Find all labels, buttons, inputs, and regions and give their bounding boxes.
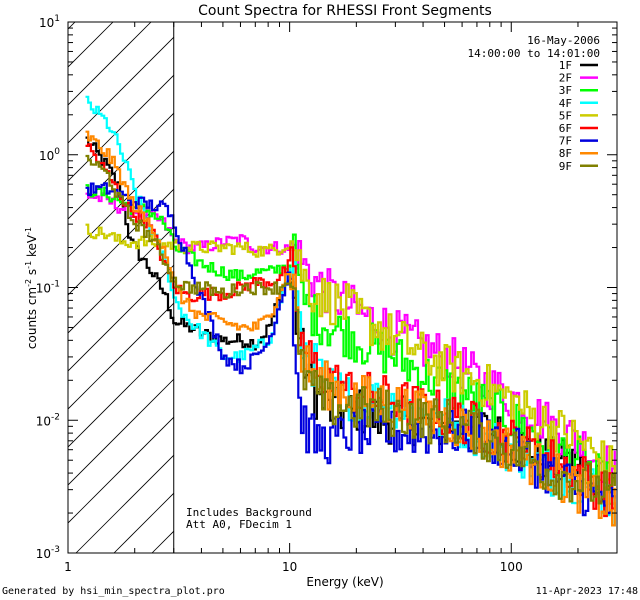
hatch-line [68, 378, 174, 486]
legend-label: 3F [559, 84, 572, 97]
hatch-line [68, 36, 174, 144]
y-tick-label: 100 [39, 147, 60, 163]
legend-label: 4F [559, 97, 572, 110]
hatched-region [68, 22, 174, 553]
legend-label: 7F [559, 135, 572, 148]
legend-label: 6F [559, 122, 572, 135]
legend-label: 8F [559, 147, 572, 160]
hatch-line [68, 188, 174, 296]
legend-label: 5F [559, 109, 572, 122]
x-tick-label: 100 [500, 560, 523, 574]
chart-title: Count Spectra for RHESSI Front Segments [198, 3, 492, 19]
x-axis-title: Energy (keV) [306, 575, 383, 589]
hatch-line [68, 22, 114, 68]
hatch-line [68, 340, 174, 448]
legend-label: 2F [559, 72, 572, 85]
y-tick-label: 10-2 [36, 412, 60, 428]
y-tick-label: 101 [39, 14, 60, 30]
time-range-label: 14:00:00 to 14:01:00 [468, 47, 600, 60]
hatch-line [68, 416, 174, 524]
hatch-line [68, 22, 76, 30]
hatch-line [68, 22, 152, 106]
x-tick-label: 10 [282, 560, 297, 574]
annotation-attenuator: Att A0, FDecim 1 [186, 518, 292, 531]
y-tick-labels: 10-3 10-2 10-1 100 101 [36, 14, 61, 561]
hatch-line [68, 226, 174, 334]
x-tick-labels: 1 10 100 [64, 560, 523, 574]
y-tick-label: 10-1 [36, 280, 60, 296]
legend-label: 1F [559, 59, 572, 72]
annotation-background: Includes Background [186, 506, 312, 519]
footer-generated-by: Generated by hsi_min_spectra_plot.pro [2, 586, 225, 597]
y-tick-label: 10-3 [36, 545, 60, 561]
hatch-line [68, 74, 174, 182]
legend-label: 9F [559, 160, 572, 173]
series-group [85, 95, 616, 527]
axis-ticks [67, 22, 618, 554]
y-axis-title: counts cm-2 s-1 keV-1 [24, 227, 39, 349]
hatch-line [68, 150, 174, 258]
hatch-line [68, 302, 174, 410]
date-label: 16-May-2006 [527, 34, 600, 47]
x-tick-label: 1 [64, 560, 72, 574]
footer-timestamp: 11-Apr-2023 17:48 [536, 586, 638, 597]
